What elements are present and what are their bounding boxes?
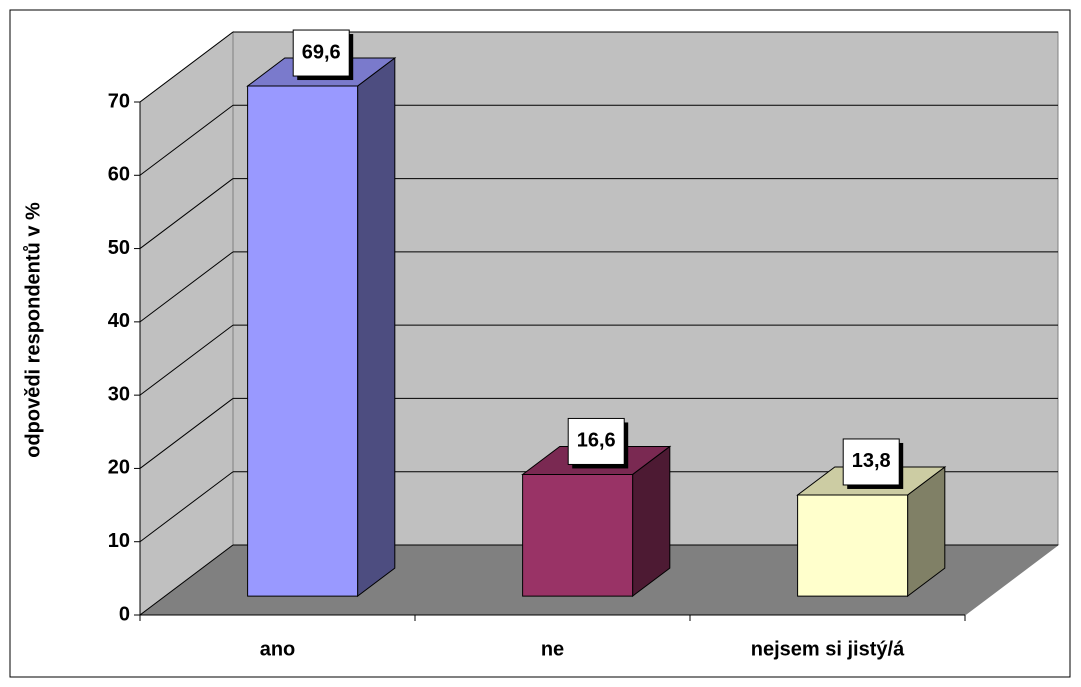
y-tick-label: 0 <box>119 603 130 625</box>
value-label-box <box>292 29 350 77</box>
grid-line <box>139 251 234 323</box>
y-tick-label: 20 <box>108 457 130 479</box>
bar <box>522 473 634 597</box>
y-tick-label: 30 <box>108 383 130 405</box>
grid-line <box>139 31 234 103</box>
bar-side <box>357 57 396 598</box>
bar <box>797 494 909 597</box>
side-wall <box>139 30 234 617</box>
y-tick-label: 10 <box>108 530 130 552</box>
grid-line <box>139 324 234 396</box>
y-tick-label: 50 <box>108 237 130 259</box>
value-label: 13,8 <box>852 450 891 472</box>
grid-line <box>139 104 234 176</box>
x-tick-label: nejsem si jistý/á <box>751 638 905 660</box>
grid-line <box>139 178 234 249</box>
y-tick-label: 40 <box>108 310 130 332</box>
x-tick-label: ne <box>541 638 564 660</box>
y-axis-label: odpovědi respondentů v % <box>22 202 44 458</box>
value-label: 69,6 <box>302 41 341 63</box>
grid-line <box>139 544 234 616</box>
y-tick-label: 70 <box>108 90 130 112</box>
grid-line <box>139 398 234 469</box>
value-label: 16,6 <box>577 430 616 452</box>
x-tick-label: ano <box>260 638 296 660</box>
y-tick-label: 60 <box>108 164 130 186</box>
grid-line <box>139 471 234 543</box>
value-label-box <box>567 417 625 465</box>
value-label-box <box>842 438 900 486</box>
bar <box>247 85 359 597</box>
